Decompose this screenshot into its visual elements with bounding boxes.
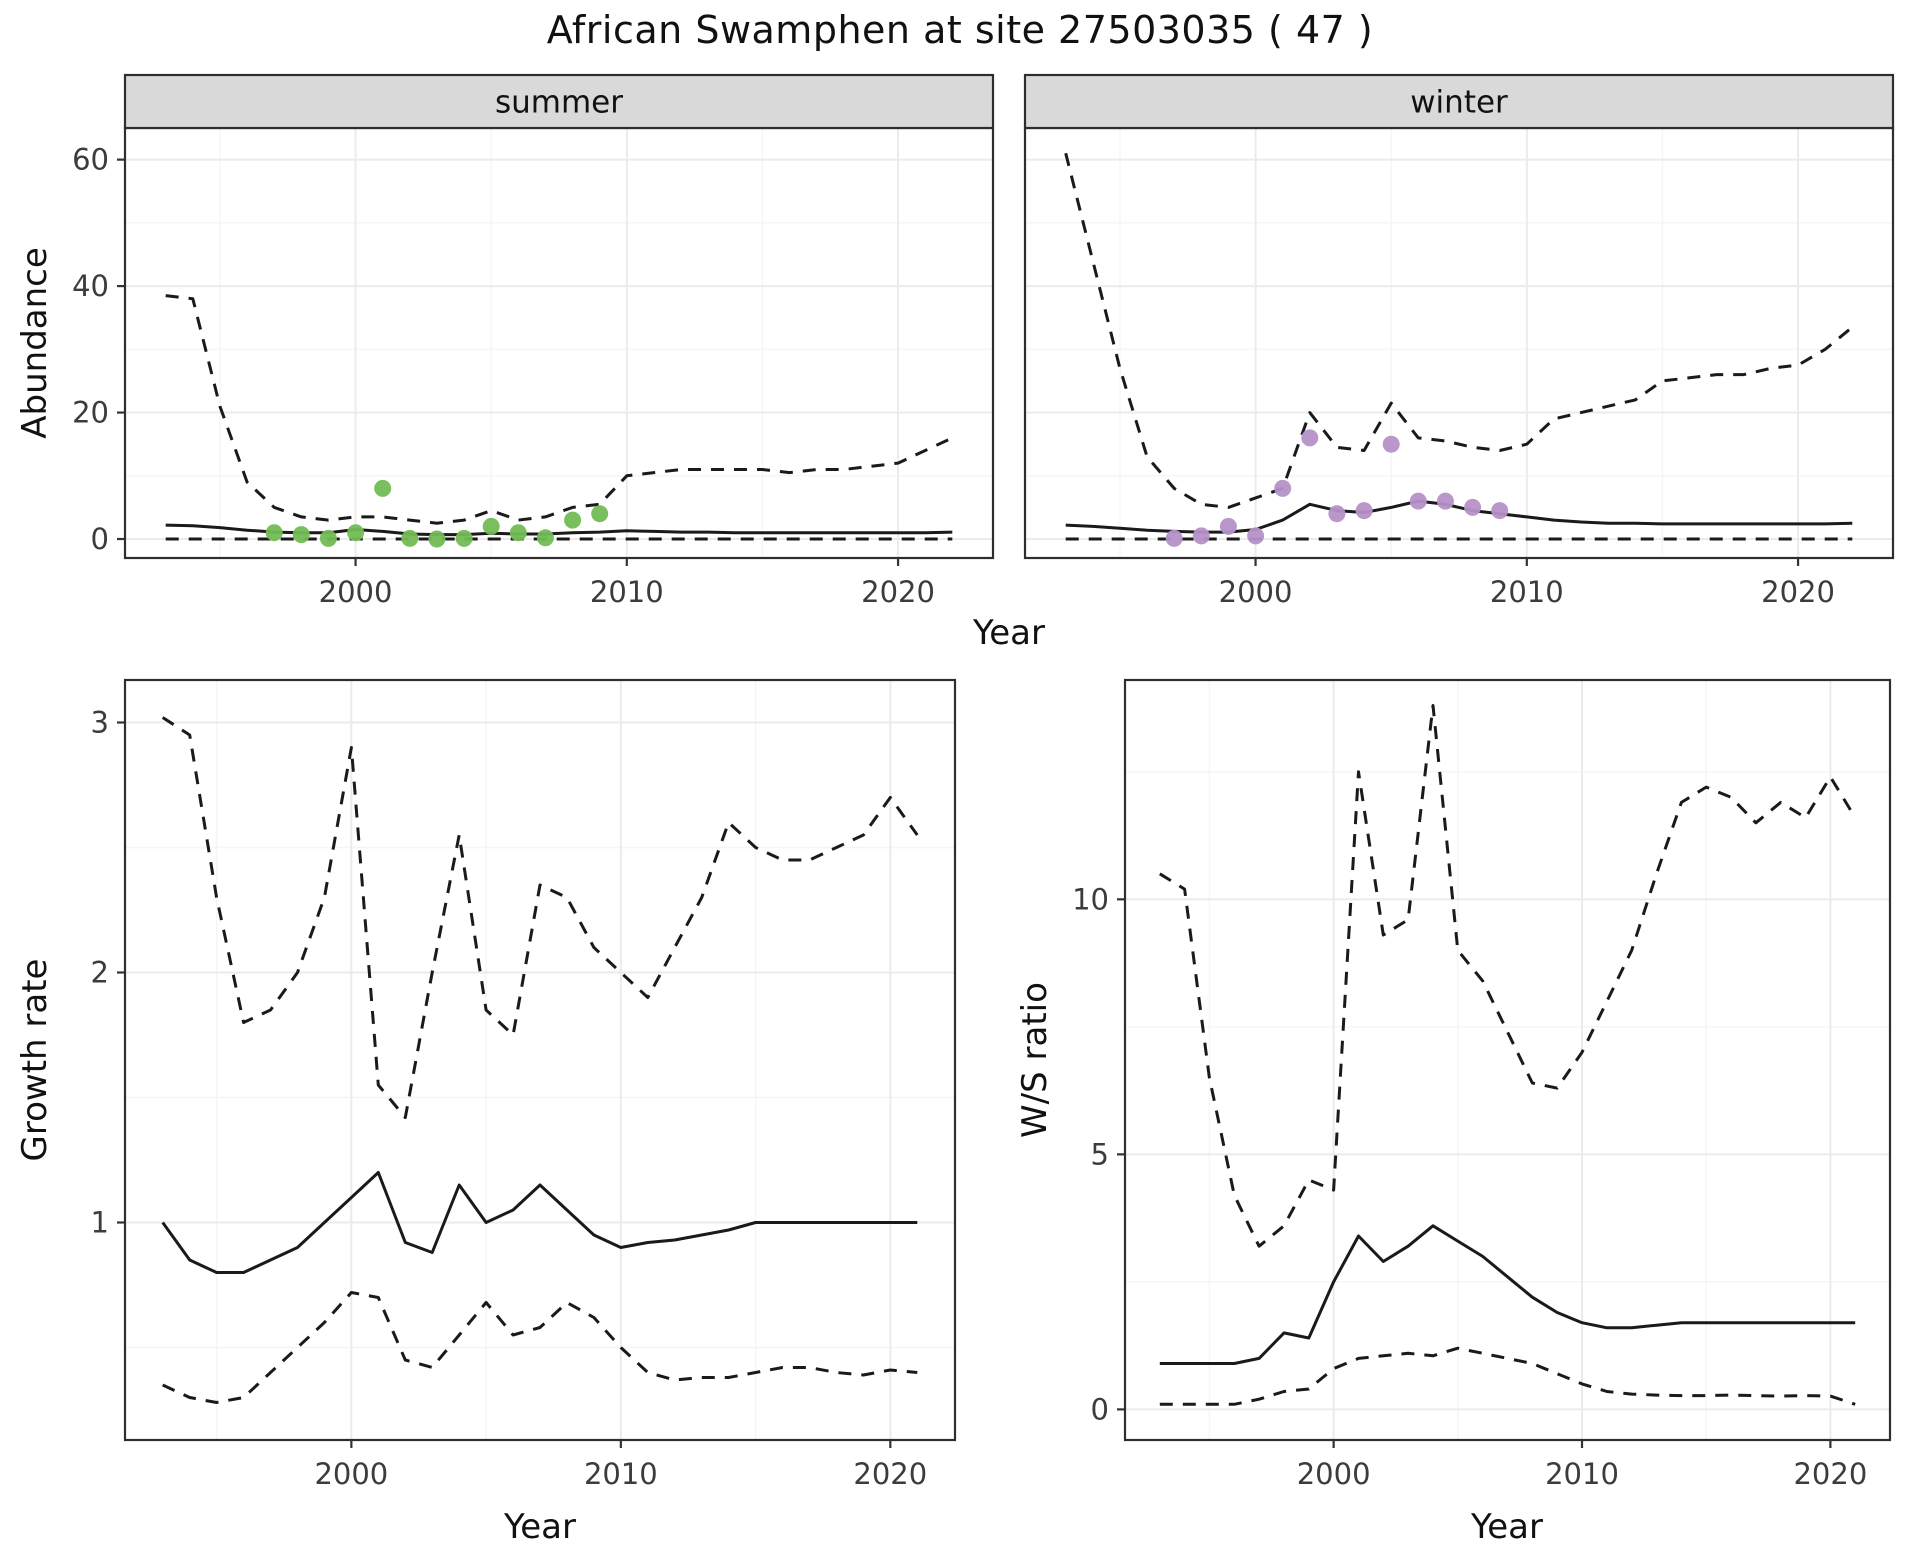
panel-background <box>1125 680 1890 1440</box>
x-tick-label: 2010 <box>1490 575 1564 609</box>
observation-point <box>319 529 337 547</box>
observation-point <box>401 529 419 547</box>
observation-point <box>292 526 310 544</box>
abundance-winter-upper-ci-line <box>1064 152 1854 509</box>
y-axis-title-growth-rate: Growth rate <box>15 959 55 1162</box>
abundance-winter-points <box>1165 429 1509 547</box>
x-tick-label: 2020 <box>861 575 935 609</box>
x-tick-label: 2010 <box>590 575 664 609</box>
y-tick-label: 60 <box>72 143 109 177</box>
facet-label: summer <box>495 85 623 121</box>
panel-background <box>125 680 955 1440</box>
panel-growth-rate: 2000 2010 2020 1 2 3 <box>91 678 957 1491</box>
facet-strip <box>123 73 995 130</box>
x-axis-title-year-growth: Year <box>503 1507 576 1547</box>
x-tick-label: 2010 <box>584 1457 658 1491</box>
observation-point <box>1409 492 1427 510</box>
y-tick-label: 5 <box>1091 1137 1109 1171</box>
x-tick-label: 2000 <box>319 575 393 609</box>
abundance-summer-upper-ci-line <box>165 294 953 525</box>
x-tick-label: 2020 <box>1761 575 1835 609</box>
y-tick-label: 10 <box>1072 882 1109 916</box>
panel-ws-ratio: 2000 2010 2020 0 5 10 <box>1072 678 1892 1491</box>
observation-point <box>347 524 365 542</box>
observation-point <box>482 517 500 535</box>
panel-abundance-winter: winter 2000 2010 2020 <box>1023 73 1895 609</box>
observation-point <box>374 479 392 497</box>
panel-border <box>123 678 957 1442</box>
panel-border <box>1123 678 1892 1442</box>
ws-ratio-median-line <box>1159 1224 1856 1365</box>
growth-rate-lower-ci-line <box>162 1291 918 1404</box>
panel-abundance-summer: summer 2000 2010 2020 0 20 40 60 <box>72 73 995 609</box>
observation-point <box>509 524 527 542</box>
abundance-summer-points <box>265 479 609 548</box>
observation-point <box>1491 502 1509 520</box>
facet-strip <box>1023 73 1895 130</box>
observation-point <box>1382 435 1400 453</box>
observation-point <box>455 529 473 547</box>
observation-point <box>564 511 582 529</box>
observation-point <box>265 524 283 542</box>
y-tick-label: 0 <box>1091 1392 1109 1426</box>
y-tick-label: 40 <box>72 269 109 303</box>
facet-label: winter <box>1410 85 1508 121</box>
ws-ratio-lower-ci-line <box>1159 1346 1856 1406</box>
x-tick-label: 2010 <box>1545 1457 1619 1491</box>
observation-point <box>1247 527 1265 545</box>
growth-rate-upper-ci-line <box>161 716 919 1119</box>
plot-title: African Swamphen at site 27503035 ( 47 ) <box>546 8 1374 52</box>
x-tick-label: 2000 <box>314 1457 388 1491</box>
y-tick-label: 2 <box>91 956 109 990</box>
x-axis-title-year-top: Year <box>972 613 1045 653</box>
y-tick-label: 1 <box>91 1206 109 1240</box>
y-tick-label: 0 <box>91 522 109 556</box>
gridlines <box>1125 680 1890 1440</box>
y-tick-label: 20 <box>72 396 109 430</box>
observation-point <box>428 530 446 548</box>
observation-point <box>1436 492 1454 510</box>
x-tick-label: 2000 <box>1297 1457 1371 1491</box>
x-axis-title-year-ratio: Year <box>1470 1507 1543 1547</box>
x-tick-label: 2020 <box>853 1457 927 1491</box>
observation-point <box>1464 498 1482 516</box>
y-axis-title-abundance: Abundance <box>15 247 55 439</box>
y-axis-title-ws-ratio: W/S ratio <box>1015 982 1055 1138</box>
observation-point <box>1274 479 1292 497</box>
growth-rate-median-line <box>161 1171 918 1274</box>
x-tick-label: 2000 <box>1219 575 1293 609</box>
panel-background <box>1025 128 1893 558</box>
y-tick-label: 3 <box>91 706 109 740</box>
observation-point <box>1219 517 1237 535</box>
observation-point <box>1355 502 1373 520</box>
observation-point <box>1165 529 1183 547</box>
x-tick-label: 2020 <box>1793 1457 1867 1491</box>
ws-ratio-upper-ci-line <box>1159 704 1857 1248</box>
observation-point <box>1301 429 1319 447</box>
observation-point <box>1192 527 1210 545</box>
observation-point <box>536 529 554 547</box>
observation-point <box>591 505 609 523</box>
observation-point <box>1328 505 1346 523</box>
panel-background <box>125 128 993 558</box>
